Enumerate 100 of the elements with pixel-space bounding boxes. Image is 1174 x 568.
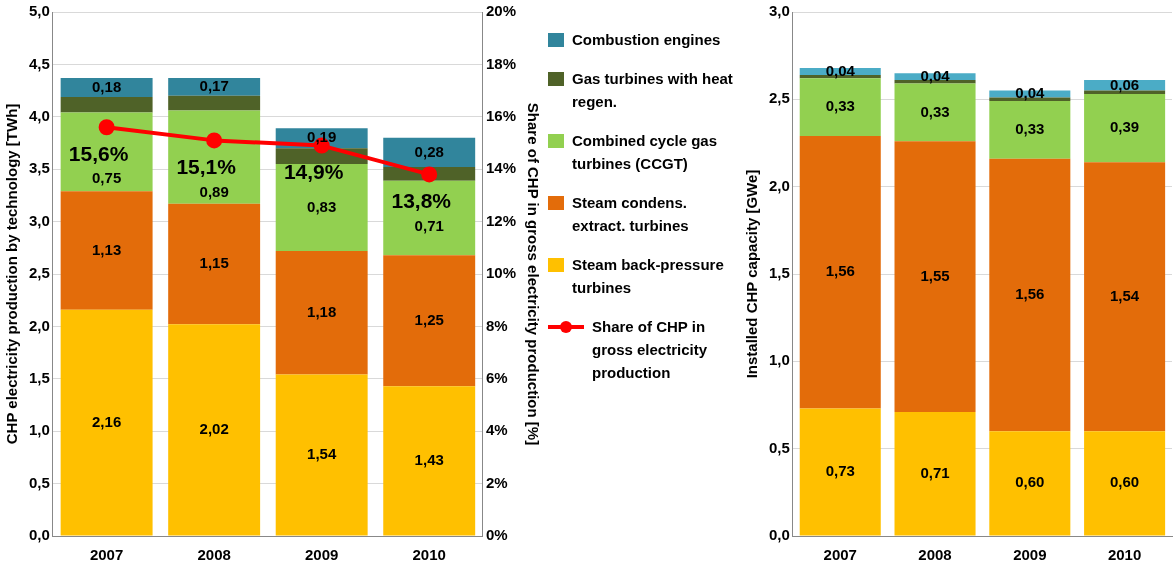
y-tick-label: 1,5	[28, 368, 50, 386]
data-label: 0,60	[1110, 473, 1140, 491]
data-label: 0,33	[1015, 120, 1045, 138]
data-label: 0,17	[199, 77, 229, 95]
y-tick-label: 4,5	[28, 54, 50, 72]
bar	[1084, 431, 1166, 536]
data-label: 1,55	[920, 266, 950, 284]
y-tick-label: 3,0	[768, 2, 790, 20]
data-label: 1,56	[1015, 285, 1045, 303]
bar	[1084, 94, 1166, 163]
y-axis-title: Installed CHP capacity [GWe]	[743, 169, 761, 379]
bar	[168, 203, 261, 325]
legend-label: Steam back-pressure turbines	[572, 255, 725, 298]
data-label: 1,25	[414, 310, 444, 328]
data-label: 0,33	[825, 97, 855, 115]
legend-label: Combined cycle gas turbines (CCGT)	[572, 131, 719, 174]
data-label: 0,18	[92, 77, 122, 95]
bar	[799, 136, 881, 409]
bar	[799, 78, 881, 137]
point	[98, 119, 115, 136]
bar	[168, 95, 261, 111]
y2-tick-label: 4%	[485, 421, 508, 439]
bar	[168, 324, 261, 536]
bar	[383, 255, 476, 387]
data-label: 0,73	[825, 462, 855, 480]
bar	[989, 431, 1071, 536]
x-tick-label: 2009	[1013, 546, 1047, 564]
y2-tick-label: 16%	[485, 106, 517, 124]
data-label: 14,9%	[283, 160, 344, 184]
data-label: 15,1%	[176, 155, 237, 179]
x-tick-label: 2010	[412, 546, 446, 564]
x-tick-label: 2007	[89, 546, 124, 564]
y-tick-label: 0,5	[28, 473, 50, 491]
data-label: 1,54	[307, 445, 337, 463]
y2-tick-label: 20%	[485, 2, 517, 20]
data-label: 1,43	[414, 450, 444, 468]
bar	[989, 158, 1071, 432]
y-tick-label: 3,5	[28, 159, 50, 177]
data-label: 13,8%	[391, 189, 452, 213]
y-tick-label: 1,0	[28, 421, 50, 439]
y-tick-label: 1,5	[768, 264, 790, 282]
y-axis-title: CHP electricity production by technology [TWh]	[3, 103, 21, 445]
data-label: 0,60	[1015, 473, 1045, 491]
data-label: 1,15	[199, 254, 229, 272]
data-label: 15,6%	[68, 142, 129, 166]
data-label: 1,54	[1110, 286, 1140, 304]
x-tick-label: 2007	[823, 546, 857, 564]
data-label: 1,56	[825, 262, 855, 280]
data-label: 0,28	[414, 142, 444, 160]
y2-tick-label: 2%	[485, 473, 508, 491]
y-tick-label: 2,5	[768, 89, 790, 107]
bar	[989, 101, 1071, 159]
y2-tick-label: 12%	[485, 211, 517, 229]
y-tick-label: 0,5	[768, 438, 790, 456]
data-label: 1,13	[92, 240, 122, 258]
bar	[894, 141, 976, 412]
bar	[60, 191, 153, 310]
legend-label: Steam condens. extract. turbines	[572, 193, 690, 236]
data-label: 0,33	[920, 102, 950, 120]
y2-tick-label: 14%	[485, 159, 517, 177]
bar	[275, 374, 368, 536]
data-label: 0,71	[920, 463, 950, 481]
data-label: 2,02	[199, 420, 229, 438]
y-tick-label: 4,0	[28, 106, 50, 124]
data-label: 0,89	[199, 182, 229, 200]
y-tick-label: 2,0	[28, 316, 50, 334]
data-label: 0,75	[92, 169, 122, 187]
y2-tick-label: 18%	[485, 54, 517, 72]
y-tick-label: 0,0	[768, 526, 790, 544]
legend-label: Combustion engines	[572, 30, 721, 50]
legend-label: Share of CHP in gross electricity production	[592, 317, 709, 383]
data-label: 2,16	[92, 412, 122, 430]
data-label: 0,71	[414, 216, 444, 234]
bar	[383, 386, 476, 536]
y-tick-label: 1,0	[768, 351, 790, 369]
y2-tick-label: 0%	[485, 526, 508, 544]
legend-label: Gas turbines with heat regen.	[572, 69, 734, 112]
bar	[1084, 162, 1166, 432]
bar	[168, 78, 261, 96]
bar	[60, 96, 153, 113]
y-tick-label: 5,0	[28, 2, 50, 20]
y-tick-label: 3,0	[28, 211, 50, 229]
data-label: 0,06	[1110, 75, 1140, 93]
bar	[275, 250, 368, 375]
bar	[894, 83, 976, 142]
x-tick-label: 2010	[1107, 546, 1142, 564]
bar	[60, 309, 153, 536]
data-label: 0,83	[307, 197, 337, 215]
point	[421, 166, 438, 183]
point	[206, 132, 223, 149]
bar	[894, 411, 976, 536]
y-tick-label: 2,5	[28, 264, 50, 282]
bar	[168, 110, 261, 204]
x-tick-label: 2009	[304, 546, 339, 564]
bar	[799, 408, 881, 536]
y2-tick-label: 6%	[485, 368, 508, 386]
data-label: 0,39	[1110, 118, 1140, 136]
y2-tick-label: 10%	[485, 264, 517, 282]
x-tick-label: 2008	[918, 546, 952, 564]
bar	[275, 163, 368, 251]
